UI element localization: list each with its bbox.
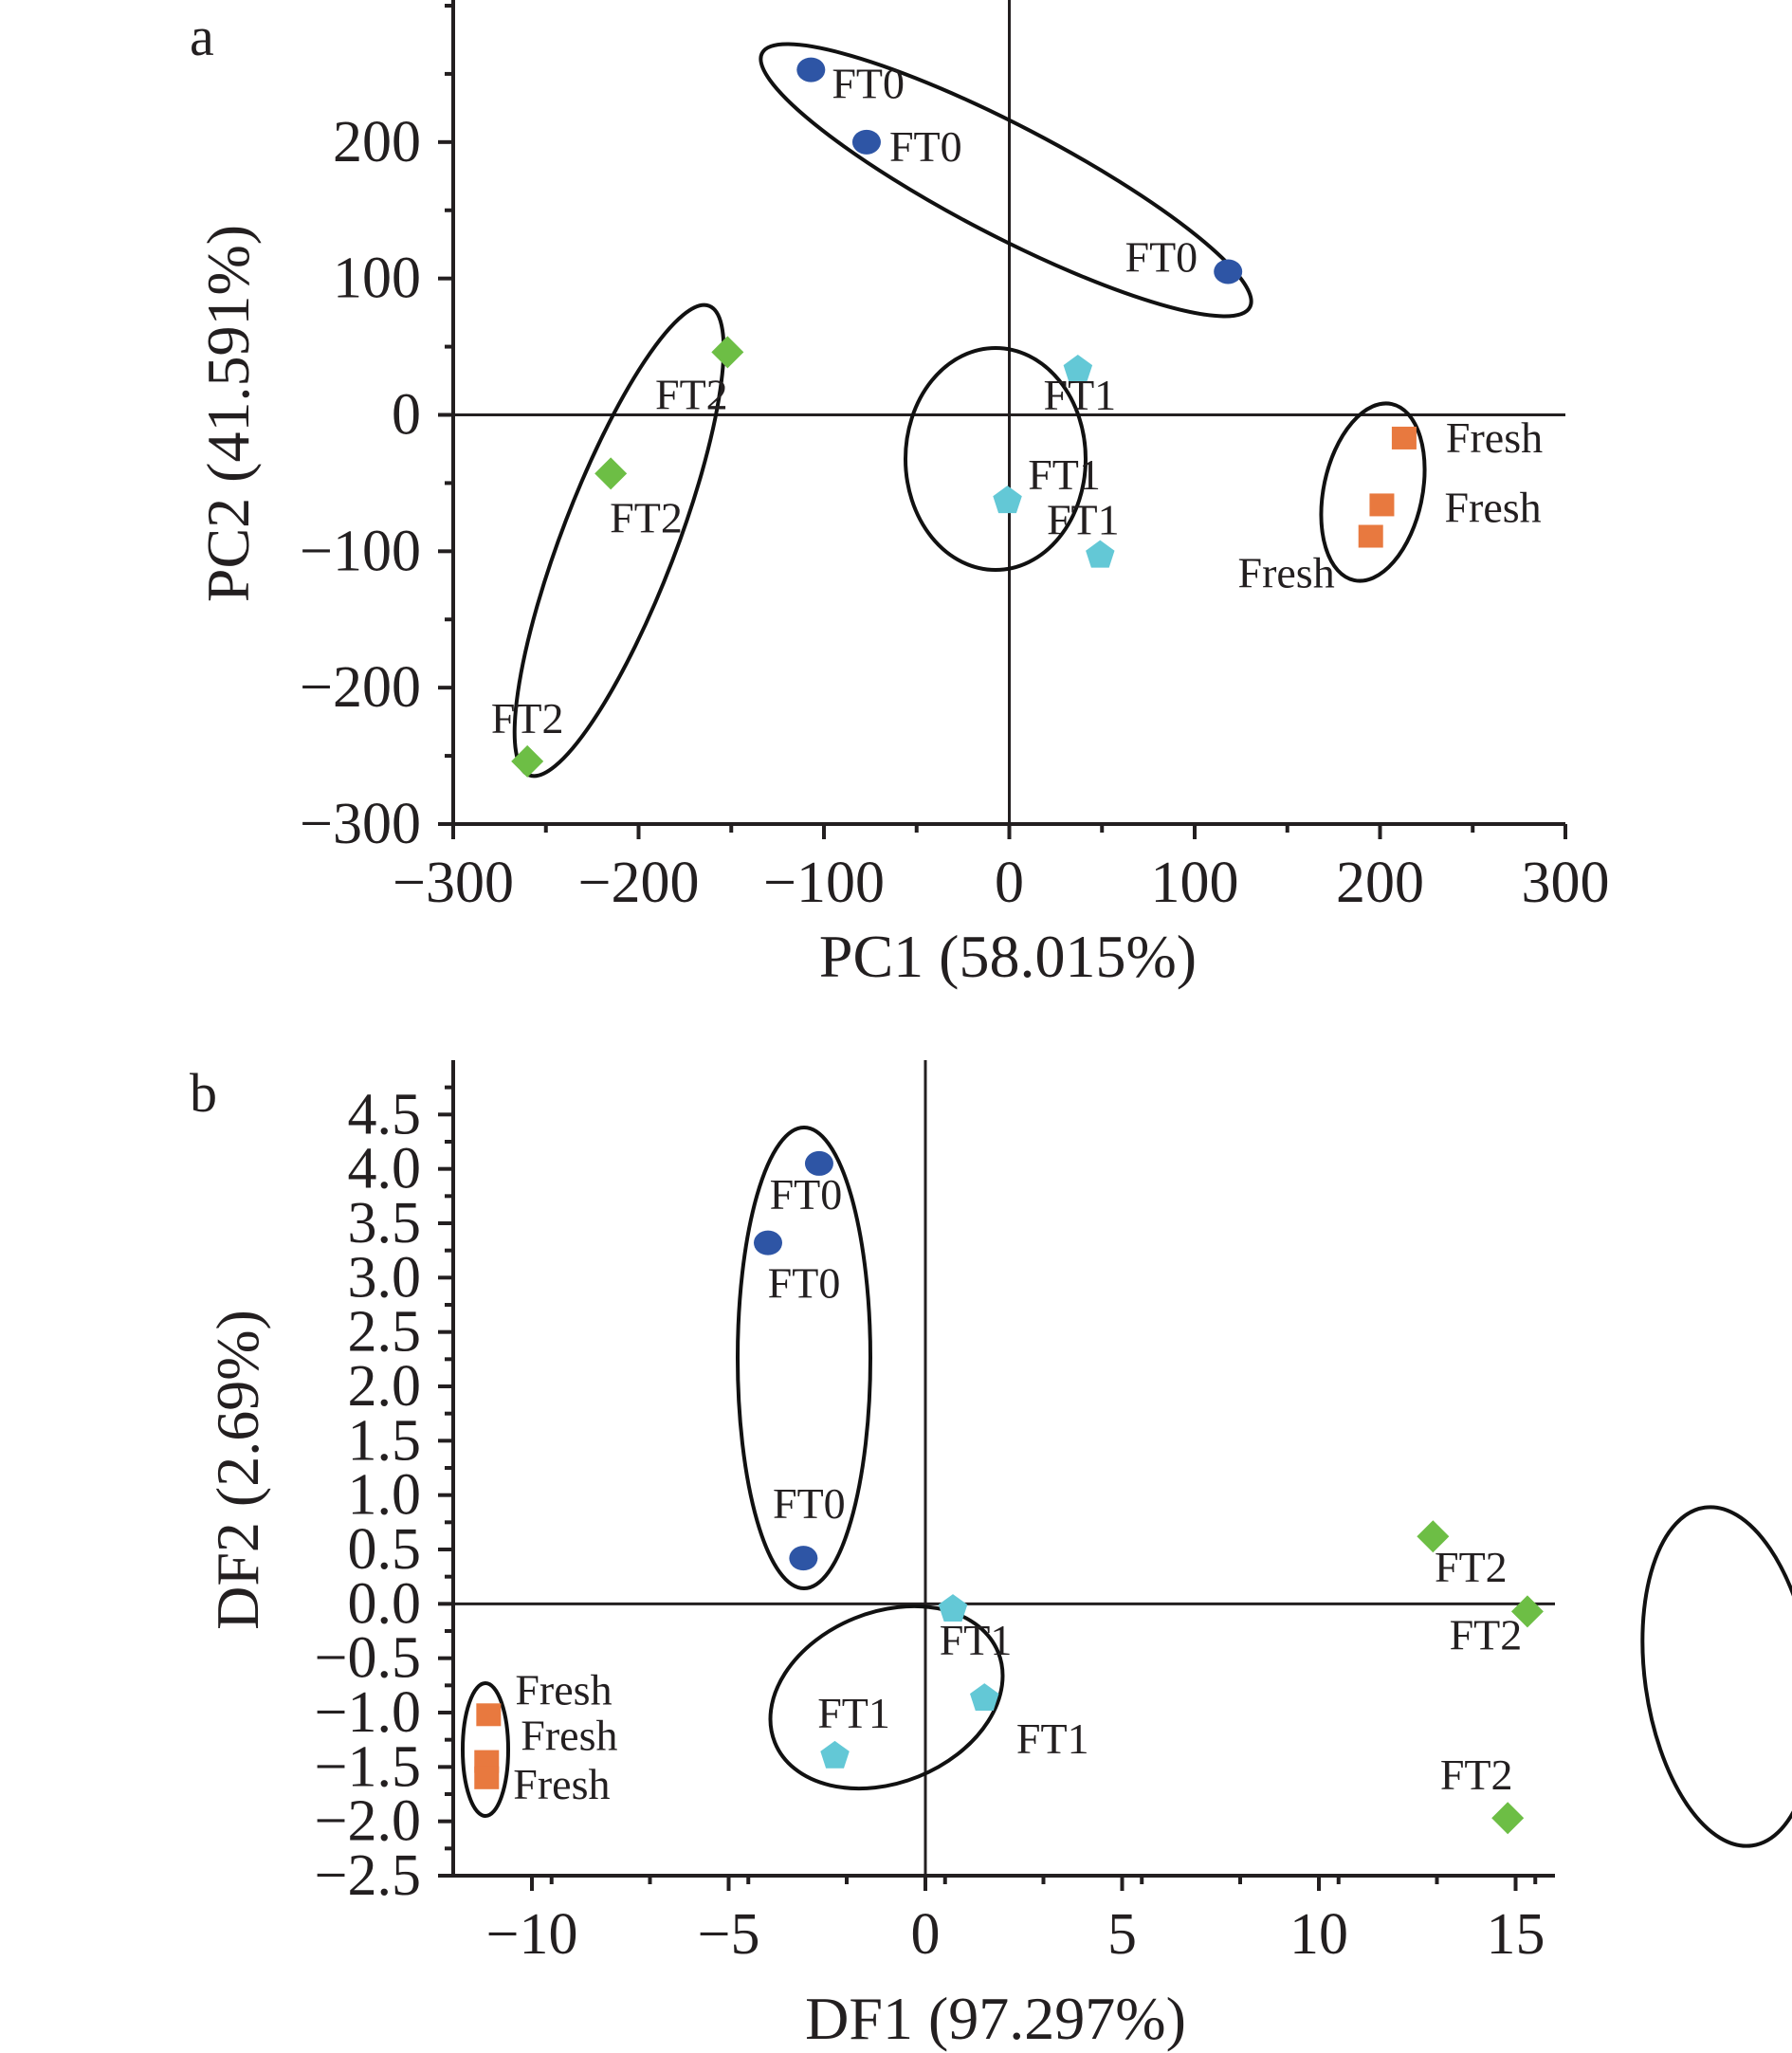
panel-b-point-ft2 (1417, 1520, 1450, 1553)
panel-b-x-tick-label: 0 (911, 1902, 941, 1967)
panel-b-y-tick-label: 3.5 (348, 1191, 422, 1256)
panel-a-cluster-ellipse-ft0 (759, 42, 1253, 319)
panel-a-point-ft2 (511, 744, 544, 778)
panel-b-cluster-ellipse-ft1 (768, 1604, 1005, 1791)
panel-b-y-tick-label: −2.5 (315, 1843, 421, 1908)
panel-a-y-tick-label: −300 (300, 792, 421, 856)
panel-b-point-label: FT0 (768, 1259, 841, 1308)
panel-b-point-ft1 (970, 1683, 999, 1711)
panel-a-y-tick-label: −100 (300, 519, 421, 583)
panel-a-point-label: FT0 (1125, 232, 1198, 281)
panel-b-cluster-ellipse-fresh (461, 1681, 510, 1818)
panel-a-y-tick-label: 100 (333, 247, 421, 311)
panel-b-point-ft0 (754, 1230, 782, 1256)
panel-b-point-ft0 (804, 1150, 833, 1176)
panel-a-x-tick-label: 300 (1522, 851, 1610, 915)
panel-b-x-tick-label: −10 (486, 1902, 578, 1967)
panel-b-y-tick-label: 0.0 (348, 1571, 422, 1636)
panel-b-point-label: Fresh (513, 1760, 610, 1808)
panel-a-point-ft1 (1086, 540, 1115, 568)
panel-b-point-label: Fresh (521, 1712, 617, 1760)
panel-b-y-axis-title: DF2 (2.69%) (204, 1310, 271, 1630)
panel-b-y-tick-label: 2.0 (348, 1354, 422, 1419)
panel-a-point-ft1 (993, 486, 1022, 514)
panel-b-y-tick-label: 4.0 (348, 1137, 422, 1201)
panel-a-point-label: Fresh (1446, 413, 1543, 462)
panel-b-point-ft1 (938, 1594, 968, 1622)
panel-a-point-label: Fresh (1444, 483, 1541, 531)
panel-b-point-ft0 (789, 1546, 818, 1571)
panel-b-x-axis-title: DF1 (97.297%) (805, 1985, 1186, 2052)
panel-b-cluster-ellipse-ft0 (736, 1126, 872, 1590)
panel-b-y-tick-label: −2.0 (315, 1789, 421, 1854)
panel-b-point-ft2 (1491, 1802, 1525, 1835)
panel-b-point-label: FT0 (770, 1170, 843, 1219)
panel-a-point-label: FT2 (655, 370, 728, 418)
panel-a-point-fresh (1369, 493, 1395, 517)
panel-a-point-ft2 (711, 336, 744, 369)
panel-b-y-tick-label: −0.5 (315, 1626, 421, 1691)
panel-b-y-tick-label: −1.0 (315, 1680, 421, 1745)
panel-a-point-label: FT1 (1047, 496, 1120, 544)
panel-a-x-tick-label: −200 (578, 851, 700, 915)
panel-a-point-label: Fresh (1237, 549, 1334, 597)
panel-a-label: a (190, 6, 214, 67)
panel-b-y-tick-label: 1.0 (348, 1463, 422, 1528)
panel-a-x-tick-label: 100 (1151, 851, 1239, 915)
panel-b-x-tick-label: 5 (1107, 1902, 1137, 1967)
panel-a-cluster-ellipse-ft1 (904, 346, 1088, 572)
panel-a-point-fresh (1391, 426, 1417, 449)
panel-a-y-tick-label: 200 (333, 110, 421, 174)
panel-b-x-tick-label: −5 (698, 1902, 760, 1967)
panel-b-point-label: FT2 (1440, 1751, 1513, 1799)
panel-b-y-tick-label: 4.5 (348, 1082, 422, 1146)
panel-a-x-axis-title: PC1 (58.015%) (819, 923, 1197, 990)
panel-a-x-tick-label: −300 (393, 851, 514, 915)
panel-b-x-tick-label: 10 (1289, 1902, 1348, 1967)
panel-b-point-fresh (476, 1703, 502, 1727)
panel-b-y-tick-label: −1.5 (315, 1734, 421, 1799)
panel-b-point-label: FT2 (1435, 1543, 1508, 1591)
panel-b-y-tick-label: 0.5 (348, 1517, 422, 1582)
panel-a-y-tick-label: −200 (300, 655, 421, 720)
panel-b-x-tick-label: 15 (1487, 1902, 1545, 1967)
panel-b-y-tick-label: 1.5 (348, 1408, 422, 1473)
panel-a-point-label: FT0 (832, 60, 905, 108)
panel-a-point-ft0 (1214, 259, 1243, 284)
panel-b-y-tick-label: 2.5 (348, 1300, 422, 1365)
panel-b-label: b (190, 1062, 217, 1124)
panel-a-cluster-ellipse-fresh (1319, 401, 1427, 583)
panel-b-y-tick-label: 3.0 (348, 1245, 422, 1310)
panel-b-point-fresh (474, 1766, 500, 1789)
panel-b-point-label: FT1 (817, 1689, 890, 1737)
panel-a-point-label: FT1 (1028, 450, 1101, 499)
panel-a-point-ft2 (594, 457, 628, 490)
panel-a-point-label: FT2 (491, 694, 564, 742)
panel-a-point-ft1 (1063, 355, 1093, 382)
panel-a-point-fresh (1358, 524, 1383, 548)
panel-b-point-ft2 (1510, 1595, 1544, 1628)
panel-b-point-label: FT0 (773, 1479, 846, 1528)
panel-b-point-label: FT2 (1450, 1610, 1523, 1659)
panel-b-point-label: Fresh (515, 1665, 612, 1714)
panel-a-point-ft0 (796, 57, 826, 82)
panel-b-point-label: FT1 (940, 1616, 1013, 1664)
panel-a-x-tick-label: 0 (995, 851, 1024, 915)
panel-b-cluster-ellipse-ft2 (1640, 1505, 1792, 1848)
panel-a-point-label: FT2 (610, 493, 683, 541)
panel-a-y-axis-title: PC2 (41.591%) (194, 225, 262, 602)
panel-a-y-tick-label: 0 (392, 383, 421, 448)
panel-b-lda-plot: b DF1 (97.297%) DF2 (2.69%) −10 −5 0 5 10 15 −… (190, 1060, 1792, 2052)
panel-a-x-tick-label: −100 (763, 851, 885, 915)
panel-b-point-label: FT1 (1016, 1714, 1089, 1763)
panel-a-point-ft0 (851, 129, 881, 155)
panel-a-x-tick-label: 200 (1336, 851, 1424, 915)
panel-a-pca-plot: a PC1 (58.015%) PC2 (41.591%) −300 −200 −1… (190, 0, 1610, 990)
panel-b-point-ft1 (820, 1740, 850, 1769)
panel-a-point-label: FT0 (889, 122, 962, 171)
panel-a-point-label: FT1 (1043, 371, 1116, 419)
